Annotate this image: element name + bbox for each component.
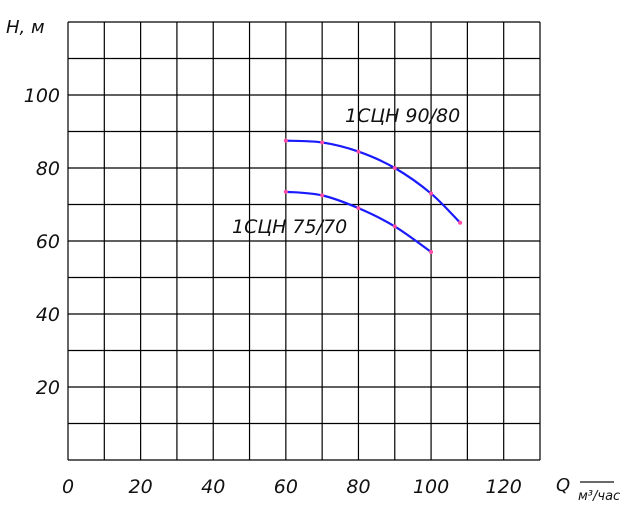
series-labels: 1СЦН 90/80 1СЦН 75/70 <box>232 105 460 238</box>
data-point <box>356 206 361 211</box>
grid <box>67 21 541 461</box>
data-point <box>392 166 397 170</box>
series-points <box>283 138 463 254</box>
data-point <box>283 138 288 143</box>
x-tick-label: 120 <box>486 476 522 498</box>
x-tick-label: 20 <box>129 476 153 498</box>
x-tick-label: 60 <box>274 476 298 498</box>
x-tick-label: 0 <box>62 476 74 498</box>
x-tick-label: 80 <box>346 476 370 498</box>
tick-labels: 0 20 40 60 80 100 120 20 40 60 80 100 <box>24 85 522 498</box>
series-label: 1СЦН 75/70 <box>232 216 347 238</box>
x-tick-label: 40 <box>201 476 225 498</box>
series-label: 1СЦН 90/80 <box>345 105 460 127</box>
data-point <box>429 249 434 254</box>
data-point <box>320 193 325 198</box>
series-line <box>285 139 461 224</box>
data-point <box>283 189 288 194</box>
x-axis-label: Q <box>556 475 570 496</box>
y-axis-label: Н, м <box>6 17 45 38</box>
data-point <box>458 220 463 225</box>
data-point <box>392 224 397 229</box>
y-tick-label: 40 <box>36 304 60 326</box>
x-axis-unit: м³/час <box>578 489 620 504</box>
data-point <box>356 149 361 154</box>
y-tick-label: 20 <box>36 377 60 399</box>
y-tick-label: 100 <box>24 85 60 107</box>
y-tick-label: 80 <box>36 158 60 180</box>
data-point <box>429 191 434 196</box>
data-point <box>320 140 325 145</box>
y-tick-label: 60 <box>36 231 60 253</box>
x-tick-label: 100 <box>413 476 449 498</box>
